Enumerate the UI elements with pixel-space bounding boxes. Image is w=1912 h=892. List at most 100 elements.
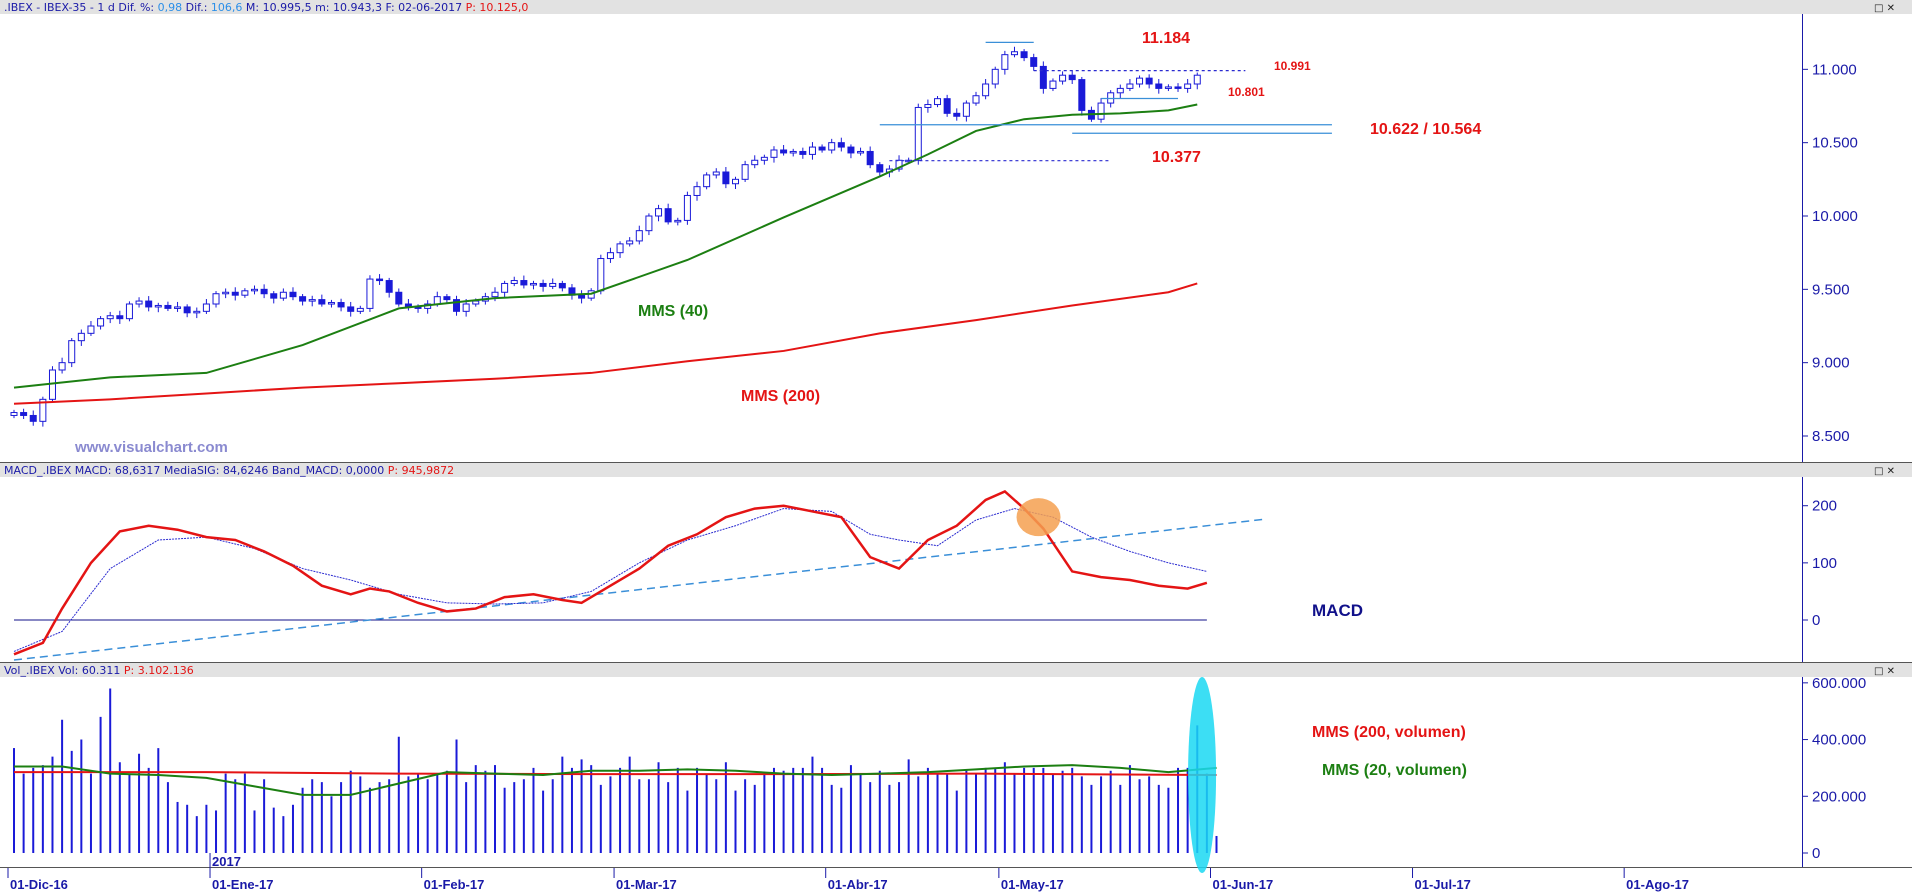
price-tick-label: 10.000 xyxy=(1812,208,1858,225)
candle-body xyxy=(299,296,307,302)
candle-body xyxy=(837,142,845,148)
candle-body xyxy=(1193,74,1201,85)
macd-main-line xyxy=(13,489,1208,656)
candle-body xyxy=(770,149,778,158)
macd-tick-label: 200 xyxy=(1812,498,1837,515)
candle-body xyxy=(395,291,403,305)
candle-body xyxy=(279,291,287,299)
candle-body xyxy=(847,146,855,154)
candle-body xyxy=(1164,86,1172,89)
candle-body xyxy=(1078,79,1086,111)
candle-body xyxy=(549,282,557,287)
candle-body xyxy=(732,178,739,185)
candle-body xyxy=(462,303,470,312)
label-mms40: MMS (40) xyxy=(638,303,708,320)
candle-body xyxy=(1068,74,1076,81)
price-tick-label: 9.000 xyxy=(1812,355,1850,372)
candle-body xyxy=(1030,57,1038,67)
pane1-header-part-4: M: 10.995,5 m: 10.943,3 F: 02-06-2017 xyxy=(242,1,465,14)
candle-body xyxy=(934,98,942,106)
candle-body xyxy=(1155,83,1163,89)
date-tick-label: 01-Feb-17 xyxy=(424,877,485,892)
candle-body xyxy=(924,104,932,108)
candle-body xyxy=(174,306,182,309)
price-pane-window-buttons[interactable]: □ ✕ xyxy=(1874,3,1895,14)
candle-body xyxy=(597,258,605,292)
candle-body xyxy=(366,278,374,309)
watermark: www.visualchart.com xyxy=(74,439,228,456)
macd-pane-window-buttons[interactable]: □ ✕ xyxy=(1874,466,1895,477)
candle-body xyxy=(1136,77,1144,85)
macd-tick-label: 100 xyxy=(1812,555,1837,572)
candle-body xyxy=(347,306,355,312)
candle-body xyxy=(645,215,653,232)
candle-body xyxy=(453,299,461,312)
candle-body xyxy=(164,304,172,309)
candle-body xyxy=(914,106,922,161)
candle-body xyxy=(193,310,201,314)
candle-body xyxy=(116,315,124,320)
candle-body xyxy=(616,243,624,254)
candle-body xyxy=(270,293,278,299)
candle-body xyxy=(520,280,528,286)
candle-body xyxy=(1116,87,1124,94)
candle-body xyxy=(356,307,364,312)
candle-body xyxy=(251,288,258,292)
candle-body xyxy=(1126,83,1134,89)
candle-body xyxy=(29,414,37,422)
candle-body xyxy=(106,315,114,320)
macd-trendline xyxy=(13,518,1265,661)
date-tick-label: 01-Abr-17 xyxy=(828,877,888,892)
header-bar-price xyxy=(0,0,1912,14)
candle-body xyxy=(1184,83,1192,89)
candle-body xyxy=(97,318,105,327)
candle-body xyxy=(529,282,537,286)
candle-body xyxy=(866,150,874,166)
candle-body xyxy=(231,291,239,296)
label-level-10801: 10.801 xyxy=(1228,85,1265,99)
pane1-header-part-5: P: 10.125,0 xyxy=(466,1,529,14)
candle-body xyxy=(674,219,682,223)
date-tick-label: 01-Ene-17 xyxy=(212,877,273,892)
volume-tick-label: 0 xyxy=(1812,845,1820,862)
candle-body xyxy=(799,150,807,155)
label-level-10377: 10.377 xyxy=(1152,149,1201,166)
pane1-header-part-2: Dif.: xyxy=(182,1,211,14)
candle-body xyxy=(626,240,634,245)
candle-body xyxy=(1145,77,1153,85)
candle-body xyxy=(760,156,768,161)
price-pane xyxy=(10,41,1332,427)
candle-body xyxy=(606,252,614,260)
price-tick-label: 8.500 xyxy=(1812,428,1850,445)
date-tick-label: 01-Dic-16 xyxy=(10,877,68,892)
pane1-header-part-3: 106,6 xyxy=(211,1,243,14)
date-tick-label: 01-Ago-17 xyxy=(1626,877,1689,892)
vol-mms20-line xyxy=(14,764,1217,796)
macd-pane xyxy=(13,489,1265,661)
candle-body xyxy=(327,302,335,305)
pane2-header-part-0: MACD_.IBEX MACD: 68,6317 MediaSIG: 84,62… xyxy=(4,464,388,477)
candle-body xyxy=(972,95,980,104)
candle-body xyxy=(1049,80,1057,89)
macd-tick-label: 0 xyxy=(1812,612,1820,629)
candle-body xyxy=(828,142,836,151)
candle-body xyxy=(289,291,297,298)
candle-body xyxy=(376,278,384,282)
candle-body xyxy=(808,146,816,155)
candle-body xyxy=(693,186,701,196)
label-mms200: MMS (200) xyxy=(741,388,820,405)
label-vol-mms20: MMS (20, volumen) xyxy=(1322,762,1467,779)
volume-tick-label: 400.000 xyxy=(1812,732,1866,749)
candle-body xyxy=(212,293,220,305)
candle-body xyxy=(1174,86,1182,89)
candle-body xyxy=(1001,54,1009,70)
candle-body xyxy=(722,171,730,185)
header-bar-macd xyxy=(0,463,1912,477)
candle-body xyxy=(385,280,393,293)
volume-pane-window-buttons[interactable]: □ ✕ xyxy=(1874,666,1895,677)
candle-body xyxy=(20,412,28,416)
candle-body xyxy=(1097,102,1105,120)
price-tick-label: 9.500 xyxy=(1812,281,1850,298)
pane3-header-part-1: P: 3.102.136 xyxy=(124,664,194,677)
candle-body xyxy=(703,174,711,188)
